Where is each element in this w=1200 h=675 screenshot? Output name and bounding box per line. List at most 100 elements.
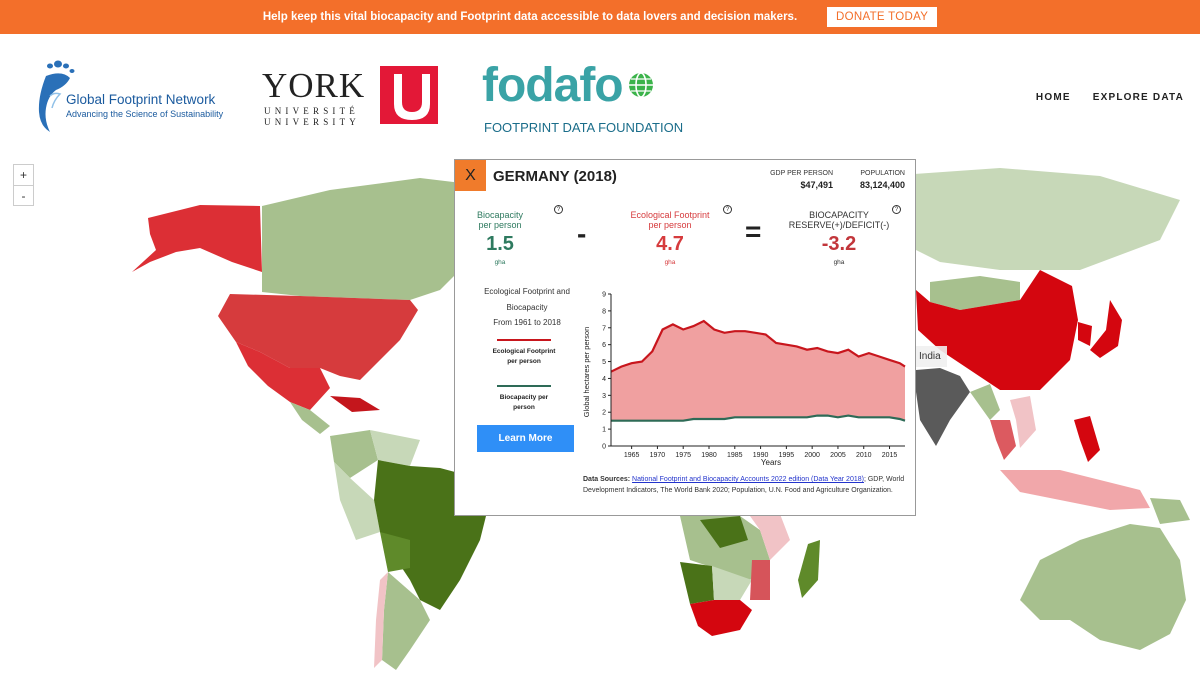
country-chile[interactable] [374, 572, 388, 668]
y-axis-label: Global hectares per person [582, 327, 591, 417]
sources-text: ; GDP, World Development Indicators, The… [583, 476, 905, 494]
country-argentina[interactable] [382, 572, 430, 670]
map-tooltip: India [913, 346, 947, 367]
country-caribbean[interactable] [330, 396, 380, 412]
zoom-control: + - [13, 164, 34, 206]
reserve-label: BIOCAPACITY RESERVE(+)/DEFICIT(-) [788, 210, 890, 230]
country-venezuela[interactable] [370, 430, 420, 466]
country-canada[interactable] [262, 178, 470, 300]
gfn-logo[interactable]: Global Footprint Network Advancing the S… [36, 56, 236, 136]
close-button[interactable]: X [455, 160, 486, 191]
legend-ef-swatch [497, 339, 551, 341]
fodafo-logo[interactable]: fodafo FOOTPRINT DATA FOUNDATION [482, 59, 683, 136]
country-madagascar[interactable] [798, 540, 820, 598]
ef-line [610, 319, 906, 373]
country-alaska[interactable] [132, 205, 262, 272]
country-png[interactable] [1150, 498, 1190, 524]
footprint-icon [38, 60, 75, 132]
gdp-label: GDP PER PERSON [770, 170, 833, 177]
gdp-value: $47,491 [800, 180, 833, 190]
country-japan[interactable] [1090, 300, 1122, 358]
chart-caption: Ecological Footprint and Biocapacity Fro… [484, 287, 570, 327]
york-university-logo[interactable]: YORK UNIVERSITÉ UNIVERSITY U [262, 66, 442, 128]
x-tick-label: 1975 [675, 452, 691, 459]
reserve-help-icon[interactable]: ? [892, 205, 901, 214]
y-tick-label: 1 [602, 427, 606, 434]
country-colombia[interactable] [330, 430, 378, 478]
reserve-value: -3.2 [821, 233, 857, 255]
country-angola[interactable] [680, 562, 714, 604]
york-wordmark: YORK [262, 66, 366, 105]
country-south-africa[interactable] [690, 600, 752, 636]
legend-bio-label: Biocapacity per person [499, 394, 549, 411]
banner-message: Help keep this vital biocapacity and Foo… [262, 11, 798, 23]
country-indonesia[interactable] [1000, 470, 1150, 510]
nav-home[interactable]: HOME [1035, 92, 1071, 103]
site-header: Global Footprint Network Advancing the S… [0, 34, 1200, 154]
footprint-chart: 0 1 2 3 4 5 6 7 8 9 1965 1970 1975 1980 1985 1990 1995 20… [582, 292, 906, 467]
country-vietnam[interactable] [1010, 396, 1036, 448]
biocapacity-help-icon[interactable]: ? [554, 205, 563, 214]
country-central-america[interactable] [290, 402, 330, 434]
x-tick-label: 1970 [650, 452, 666, 459]
country-central-africa[interactable] [680, 516, 770, 580]
country-zambia[interactable] [712, 566, 752, 600]
country-peru[interactable] [334, 462, 380, 540]
country-india[interactable] [916, 368, 970, 446]
population-label: POPULATION [860, 170, 905, 177]
sources-label: Data Sources: [583, 476, 631, 483]
country-usa[interactable] [218, 294, 418, 380]
donation-banner: Help keep this vital biocapacity and Foo… [0, 0, 1200, 34]
x-tick-label: 1965 [624, 452, 640, 459]
nav-explore-data[interactable]: EXPLORE DATA [1092, 92, 1184, 103]
country-panel: X GERMANY (2018) GDP PER PERSON $47,491 … [454, 159, 916, 516]
zoom-out-button[interactable]: - [14, 185, 33, 205]
country-russia[interactable] [900, 168, 1180, 270]
y-tick-label: 3 [602, 393, 606, 400]
country-east-africa[interactable] [750, 514, 790, 560]
y-tick-label: 6 [602, 342, 606, 349]
reserve-unit: gha [833, 259, 845, 266]
y-tick-label: 7 [602, 325, 606, 332]
data-sources: Data Sources: National Footprint and Bio… [583, 474, 909, 496]
world-map[interactable] [0, 154, 1200, 675]
x-tick-label: 1985 [727, 452, 743, 459]
sources-link[interactable]: National Footprint and Biocapacity Accou… [632, 476, 864, 483]
biocapacity-label: Biocapacity per person [476, 210, 524, 230]
country-korea[interactable] [1078, 322, 1092, 346]
x-tick-label: 2015 [882, 452, 898, 459]
y-tick-label: 4 [602, 376, 606, 383]
y-tick-label: 5 [602, 359, 606, 366]
country-title: GERMANY (2018) [493, 168, 617, 185]
country-mexico[interactable] [236, 342, 330, 410]
gfn-tagline: Advancing the Science of Sustainability [66, 109, 224, 119]
country-china[interactable] [916, 270, 1078, 390]
country-philippines[interactable] [1074, 416, 1100, 462]
country-myanmar[interactable] [970, 384, 1000, 420]
zoom-in-button[interactable]: + [19, 168, 27, 182]
legend-bio-swatch [497, 385, 551, 387]
x-tick-label: 2000 [804, 452, 820, 459]
x-tick-label: 2005 [830, 452, 846, 459]
footprint-help-icon[interactable]: ? [723, 205, 732, 214]
bio-line [611, 414, 906, 422]
country-mozambique[interactable] [750, 560, 770, 600]
bio-area [611, 415, 905, 446]
y-tick-label: 2 [602, 410, 606, 417]
x-tick-label: 2010 [856, 452, 872, 459]
country-drc[interactable] [700, 516, 748, 548]
learn-more-button[interactable]: Learn More [477, 425, 574, 452]
biocapacity-value: 1.5 [486, 233, 514, 255]
country-bolivia[interactable] [380, 532, 410, 572]
x-tick-label: 1990 [753, 452, 769, 459]
country-thailand[interactable] [990, 420, 1016, 460]
country-mongolia[interactable] [930, 276, 1020, 310]
main-nav: HOME EXPLORE DATA [1036, 92, 1184, 103]
country-australia[interactable] [1020, 524, 1186, 650]
y-tick-label: 0 [602, 444, 606, 451]
donate-button[interactable]: DONATE TODAY [827, 7, 938, 27]
footprint-label: Ecological Footprint per person [630, 210, 710, 230]
x-tick-label: 1995 [779, 452, 795, 459]
ef-area [611, 321, 905, 421]
biocapacity-unit: gha [494, 259, 506, 266]
